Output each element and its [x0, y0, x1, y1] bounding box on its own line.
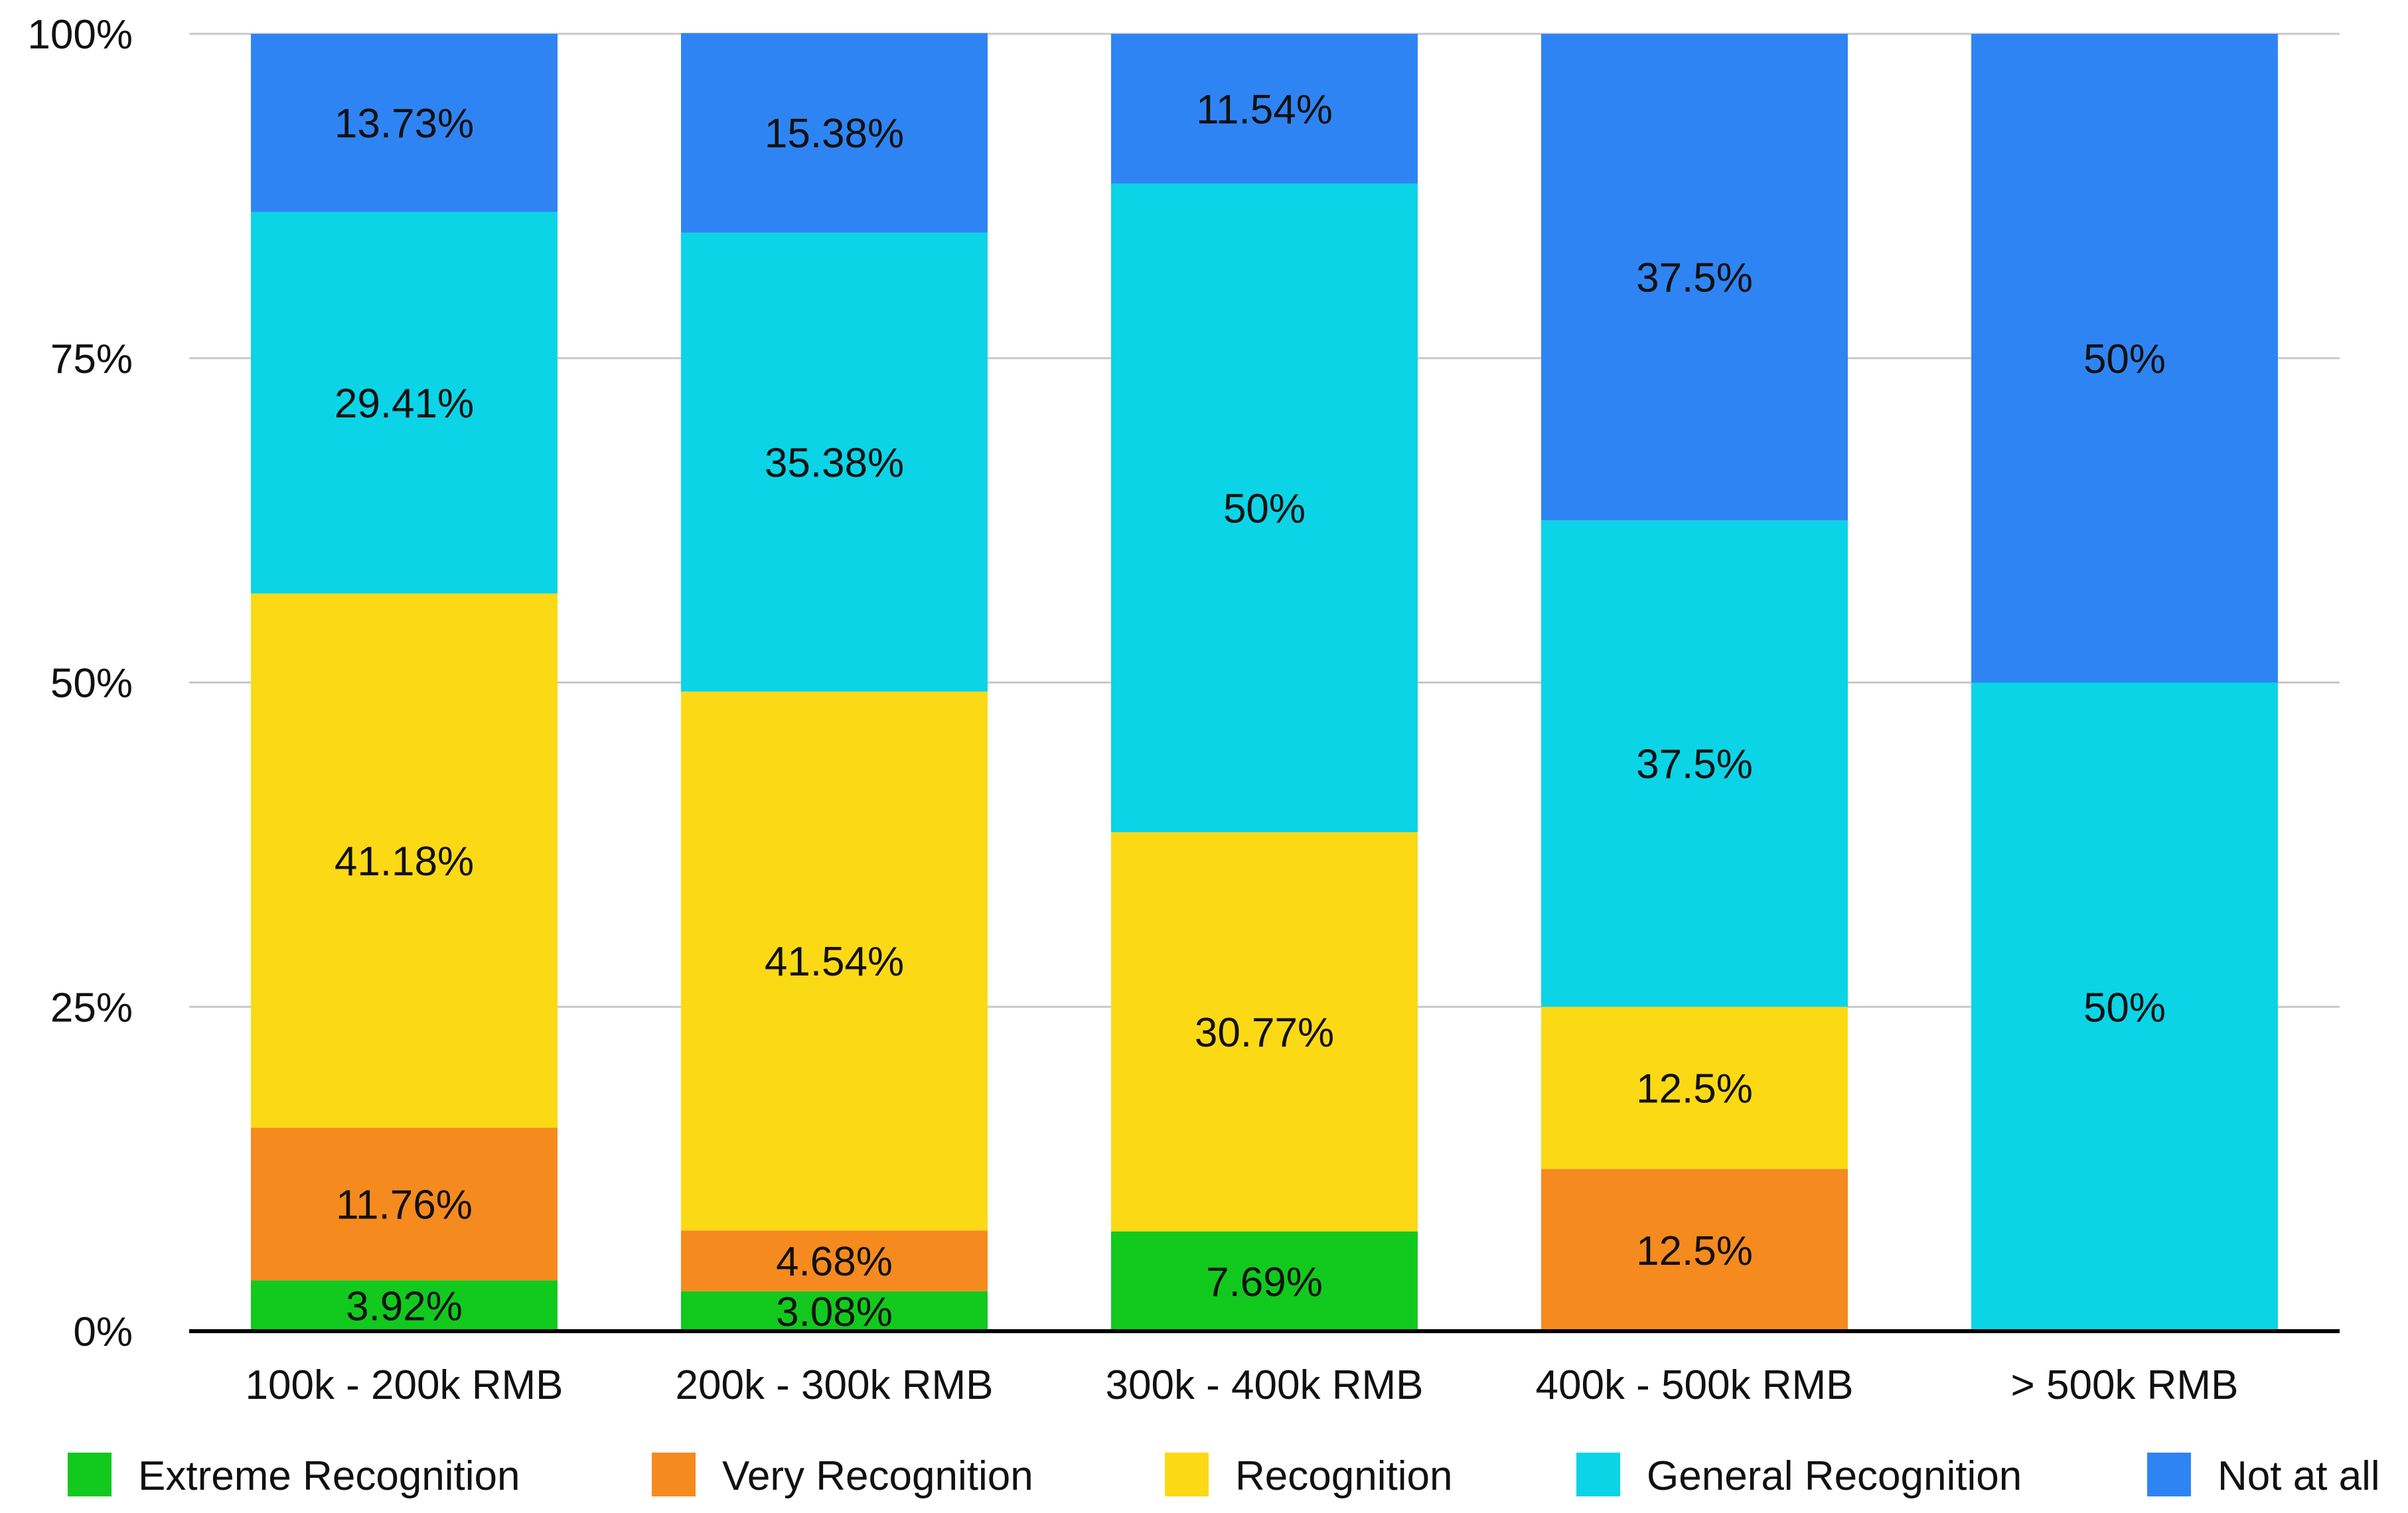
- y-tick-label: 100%: [27, 12, 133, 58]
- bar-segment: [251, 34, 558, 212]
- bar-segment: [681, 33, 988, 233]
- legend-swatch: [652, 1453, 696, 1496]
- bar-segment: [1111, 34, 1418, 184]
- x-tick-label: 400k - 500k RMB: [1536, 1362, 1854, 1408]
- data-label: 11.76%: [336, 1182, 473, 1228]
- data-label: 13.73%: [335, 101, 474, 147]
- legend-swatch: [2147, 1453, 2191, 1496]
- data-label: 30.77%: [1195, 1010, 1334, 1056]
- legend-label: Not at all: [2218, 1453, 2380, 1499]
- bar-segment: [1111, 832, 1418, 1232]
- legend: Extreme Recognition Very Recognition Recog…: [68, 1453, 2380, 1499]
- data-label: 12.5%: [1636, 1228, 1753, 1274]
- x-tick-label: > 500k RMB: [2011, 1362, 2239, 1408]
- bar-segment: [1541, 520, 1848, 1007]
- legend-label: Recognition: [1235, 1453, 1452, 1499]
- data-label: 15.38%: [765, 111, 904, 157]
- data-label: 50%: [2083, 985, 2166, 1031]
- data-label: 35.38%: [765, 440, 904, 486]
- bar-segment: [251, 1127, 558, 1281]
- axes: 0% 25% 50% 75% 100% 100k - 200k RMB 200k - 300…: [27, 12, 2340, 1408]
- data-label: 50%: [2083, 336, 2166, 382]
- data-label: 41.54%: [765, 939, 904, 985]
- bar-segment: [1111, 183, 1418, 833]
- legend-swatch: [68, 1453, 112, 1496]
- legend-swatch: [1576, 1453, 1620, 1496]
- data-label: 7.69%: [1206, 1260, 1323, 1305]
- bar-segment: [1971, 682, 2278, 1331]
- bar-segment: [1111, 1231, 1418, 1331]
- bar-segment: [251, 212, 558, 594]
- legend-label: General Recognition: [1647, 1453, 2022, 1499]
- data-label: 37.5%: [1636, 742, 1753, 788]
- legend-label: Extreme Recognition: [138, 1453, 520, 1499]
- data-label: 12.5%: [1636, 1066, 1753, 1112]
- data-label: 4.68%: [776, 1239, 893, 1285]
- y-tick-label: 0%: [73, 1309, 133, 1355]
- bar-segment: [1971, 34, 2278, 683]
- bar-segment: [681, 232, 988, 692]
- bar-segment: [1541, 1169, 1848, 1331]
- y-tick-label: 50%: [50, 661, 133, 707]
- data-label: 3.08%: [776, 1289, 893, 1335]
- data-label: 11.54%: [1196, 87, 1333, 133]
- legend-label: Very Recognition: [722, 1453, 1033, 1499]
- x-tick-label: 100k - 200k RMB: [246, 1362, 564, 1408]
- bar-segment: [1541, 1007, 1848, 1169]
- legend-swatch: [1165, 1453, 1209, 1496]
- bar-segment: [251, 1280, 558, 1331]
- data-label: 3.92%: [346, 1284, 463, 1330]
- y-tick-label: 25%: [50, 985, 133, 1031]
- data-label: 50%: [1223, 486, 1306, 532]
- bar-segment: [251, 593, 558, 1128]
- y-tick-label: 75%: [50, 336, 133, 382]
- bar-segment: [681, 1230, 988, 1291]
- x-tick-label: 300k - 400k RMB: [1106, 1362, 1424, 1408]
- data-label: 37.5%: [1636, 255, 1753, 301]
- bar-segment: [1541, 34, 1848, 521]
- data-label: 29.41%: [335, 381, 474, 427]
- x-tick-label: 200k - 300k RMB: [676, 1362, 994, 1408]
- data-labels: 3.92% 11.76% 41.18% 29.41% 13.73% 3.08%4.68% 4…: [335, 87, 2166, 1335]
- data-label: 41.18%: [335, 839, 474, 885]
- bar-segment: [681, 691, 988, 1231]
- bar-segment: [681, 1291, 988, 1331]
- bars: [251, 33, 2278, 1331]
